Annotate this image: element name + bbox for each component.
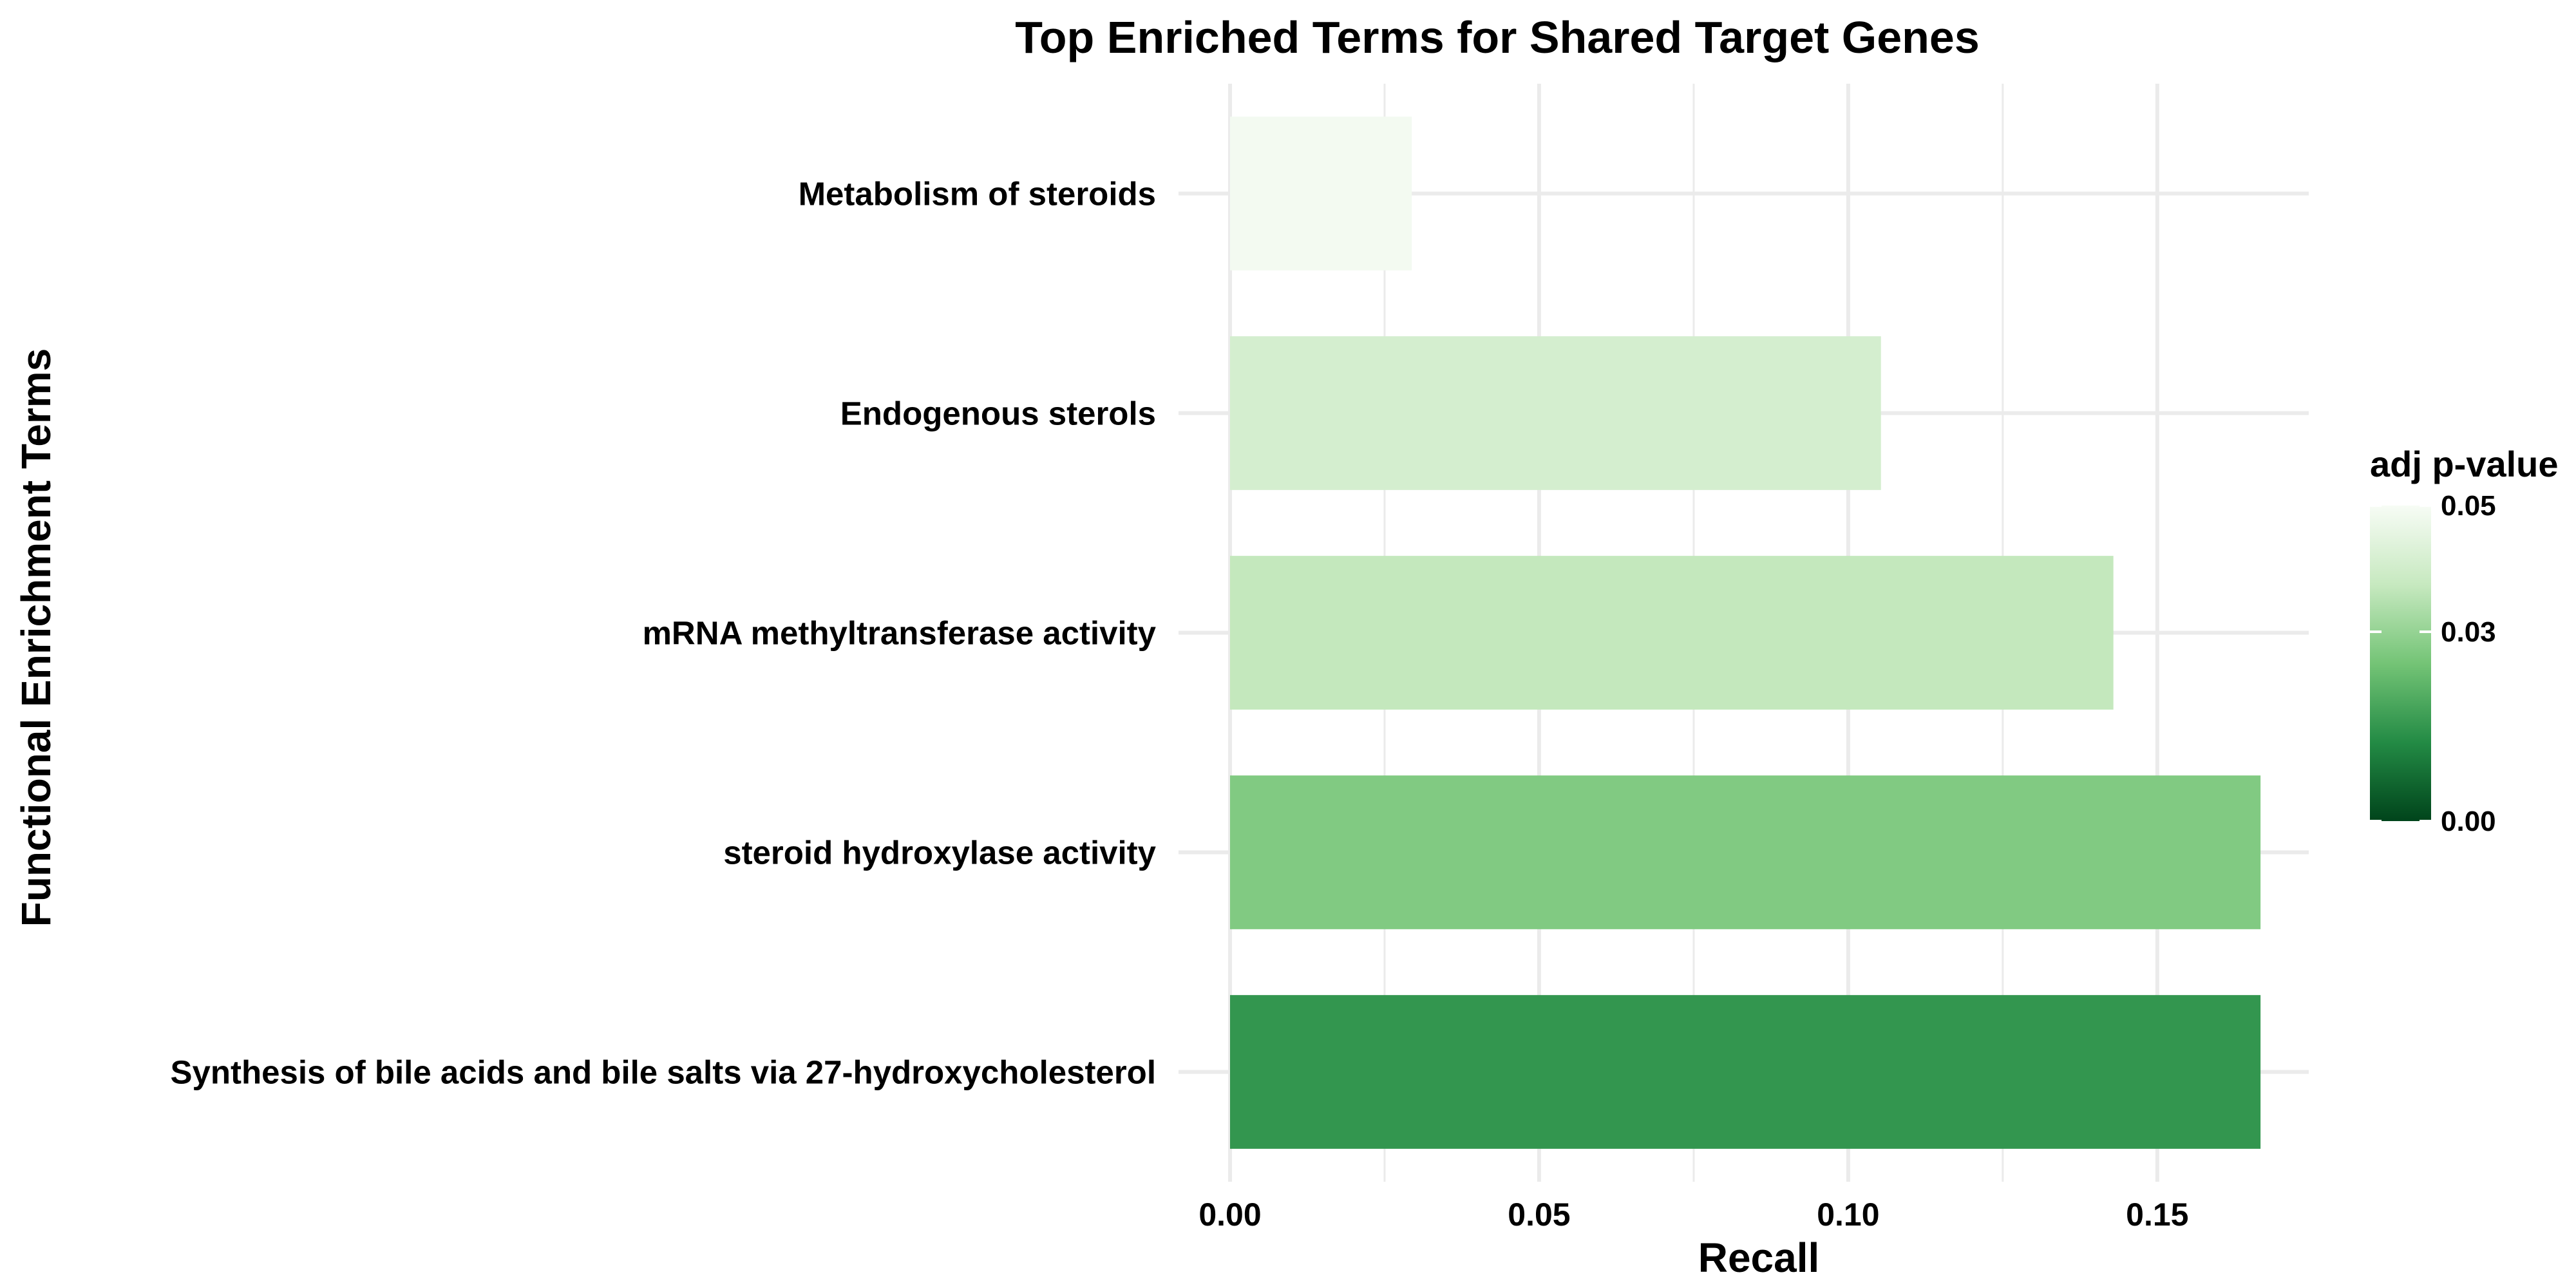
x-tick-label: 0.15 — [2126, 1197, 2188, 1233]
y-axis-title: Functional Enrichment Terms — [13, 348, 59, 927]
bar — [1230, 556, 2114, 710]
category-label: mRNA methyltransferase activity — [643, 615, 1157, 652]
legend-ticks: 0.05 0.03 0.00 — [2370, 490, 2496, 837]
category-label: Metabolism of steroids — [799, 176, 1156, 213]
bar — [1230, 995, 2261, 1149]
bars — [1230, 117, 2261, 1149]
legend-colorbar — [2370, 506, 2431, 821]
legend-tick-label: 0.05 — [2441, 490, 2496, 522]
category-labels: Metabolism of steroids Endogenous sterols… — [170, 176, 1156, 1091]
chart-title: Top Enriched Terms for Shared Target Gen… — [1015, 12, 1980, 62]
category-label: Synthesis of bile acids and bile salts v… — [170, 1054, 1156, 1091]
x-tick-labels: 0.00 0.05 0.10 0.15 — [1198, 1197, 2188, 1233]
x-axis-title: Recall — [1698, 1235, 1820, 1281]
category-label: Endogenous sterols — [840, 395, 1156, 432]
bar — [1230, 336, 1881, 490]
legend-tick-label: 0.00 — [2441, 806, 2496, 837]
bar — [1230, 775, 2261, 929]
category-label: steroid hydroxylase activity — [723, 835, 1156, 871]
bar — [1230, 117, 1412, 270]
x-tick-label: 0.00 — [1198, 1197, 1261, 1233]
legend-tick-label: 0.03 — [2441, 616, 2496, 648]
x-tick-label: 0.05 — [1508, 1197, 1570, 1233]
x-tick-label: 0.10 — [1817, 1197, 1879, 1233]
legend-title: adj p-value — [2370, 444, 2559, 484]
legend: adj p-value 0.05 0.03 0.00 — [2370, 444, 2559, 837]
